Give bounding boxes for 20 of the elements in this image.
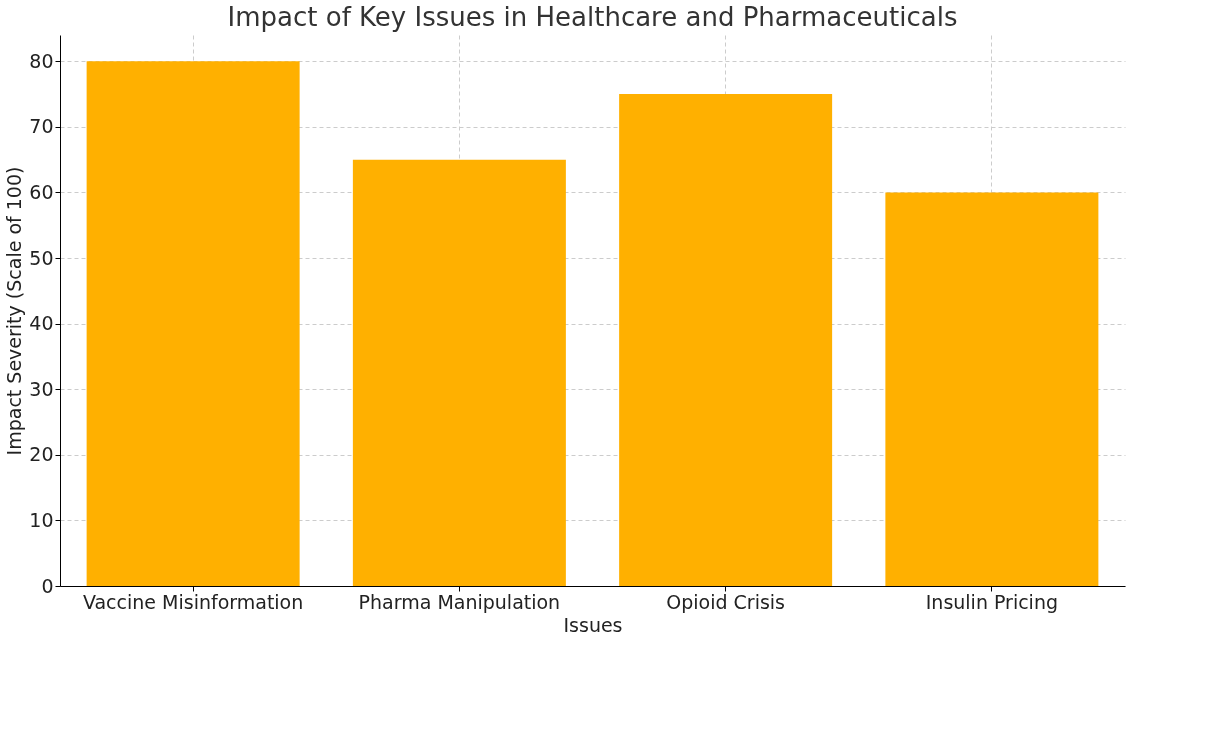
y-tick-label: 50 [29,246,54,269]
chart-title: Impact of Key Issues in Healthcare and Pharmaceuticals [227,2,958,32]
bar [885,192,1099,586]
bar [619,94,833,586]
bar [86,61,300,586]
y-axis-title: Impact Severity (Scale of 100) [3,166,26,456]
x-tick-label: Opioid Crisis [666,590,785,613]
y-tick-label: 40 [29,312,54,335]
y-tick-label: 0 [41,574,54,597]
x-axis-title: Issues [563,613,623,636]
x-tick-label: Insulin Pricing [925,590,1059,613]
y-tick-label: 20 [29,443,54,466]
x-tick-label: Pharma Manipulation [358,590,561,613]
bar [352,159,566,586]
y-tick-label: 30 [29,377,54,400]
y-tick-label: 70 [29,115,54,138]
x-tick-label: Vaccine Misinformation [82,590,304,613]
y-tick-label: 80 [29,49,54,72]
y-tick-label: 10 [29,508,54,531]
y-tick-label: 60 [29,180,54,203]
